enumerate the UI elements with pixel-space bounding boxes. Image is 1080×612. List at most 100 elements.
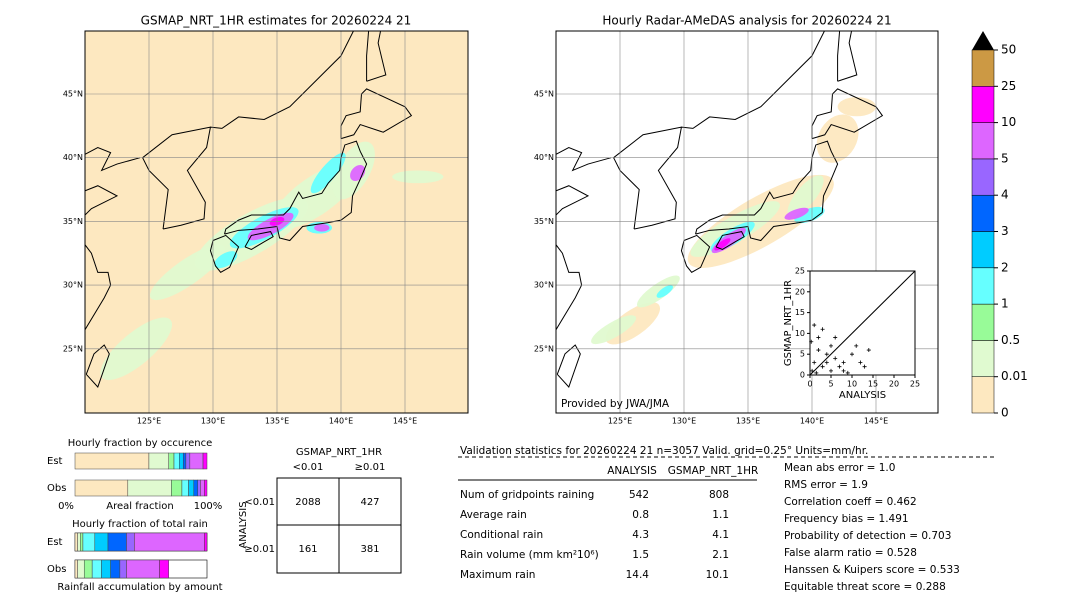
lat-label: 30°N [63,281,83,290]
coastline [366,31,387,82]
table-cell: 381 [360,544,379,555]
score: Mean abs error = 1.0 [784,462,895,474]
scatter-xlabel: ANALYSIS [839,390,886,401]
bar-segment [182,452,187,470]
lon-label: 130°E [201,417,225,426]
scatter-point [833,335,838,340]
colorbar-label: 0 [1001,406,1009,420]
bar-segment [197,479,201,497]
coastline [340,88,413,140]
score: Probability of detection = 0.703 [784,530,951,542]
coastline [141,126,212,230]
table-cell: 2088 [295,497,320,508]
colorbar-bin [971,340,995,377]
bar-segment [204,532,208,552]
colorbar-bin [971,194,995,232]
colorbar-label: 50 [1001,43,1016,57]
scatter-point [816,348,821,353]
x-tick-label: 15 [868,380,878,389]
coastline [244,231,274,250]
bar-segment [82,532,96,552]
bar-segment [74,559,78,579]
bar-segment [134,532,205,552]
occurrence-title: Hourly fraction by occurence [68,438,212,449]
scatter-point [833,356,838,361]
column-header: GSMAP_NRT_1HR [668,465,759,477]
lon-label: 130°E [672,417,696,426]
scatter-point [829,343,833,348]
stat-value: 10.1 [706,569,729,581]
colorbar-extension [972,31,994,50]
coastline [695,140,839,242]
scatter-point [854,343,859,348]
lat-label: 40°N [63,153,83,162]
lat-label: 45°N [63,90,83,99]
scatter-point [858,360,863,365]
rain-area [837,97,876,117]
colorbar-label: 0.5 [1001,333,1020,347]
bar-segment [159,559,169,579]
colorbar-label: 5 [1001,151,1009,165]
column-label: <0.01 [293,462,324,473]
rain-area [816,114,859,163]
y-tick-label: 5 [800,350,805,359]
bar-segment [91,559,102,579]
bar-segment [189,452,204,470]
scatter-point [824,360,829,365]
bar-segment [181,479,189,497]
colorbar-bin [971,49,995,87]
bar-segment [200,479,205,497]
stat-label: Num of gridpoints raining [460,489,594,501]
colorbar-label: 10 [1001,115,1016,129]
stat-label: Maximum rain [460,569,535,581]
coastline [209,234,240,274]
scatter-point [841,360,846,365]
colorbar-label: 2 [1001,260,1009,274]
total-footer: Rainfall accumulation by amount [57,582,222,593]
stat-label: Conditional rain [460,529,543,541]
coastline [224,140,368,242]
rain-area [787,175,824,217]
coastline [556,344,581,388]
lon-label: 145°E [864,417,888,426]
colorbar-bin [971,376,995,414]
coastline [612,126,683,230]
coastline [85,146,141,331]
stat-value: 1.5 [632,549,649,561]
rain-area [591,315,637,345]
stat-value: 0.8 [632,509,649,521]
row-label: Est [47,456,63,467]
y-tick-label: 10 [795,329,805,338]
colorbar-label: 3 [1001,224,1009,238]
bar-segment [173,452,180,470]
bar-segment [119,559,127,579]
stat-value: 14.4 [626,569,650,581]
bar-segment [127,479,172,497]
row-label: <0.01 [244,497,275,508]
lat-label: 30°N [534,281,554,290]
row-label: Obs [47,564,66,575]
scatter-point [814,370,819,375]
scatter-point [810,368,815,373]
bar-segment [204,479,208,497]
y-tick-label: 20 [795,287,805,296]
scatter-point [820,327,825,332]
contingency-title: GSMAP_NRT_1HR [296,447,382,458]
scatter-point [812,323,817,328]
stat-value: 4.3 [632,529,649,541]
lon-label: 145°E [393,417,417,426]
colorbar-bin [971,158,995,196]
bar-segment [83,559,93,579]
stat-label: Rain volume (mm km²10⁶) [460,549,599,561]
x-tick-label: 5 [828,380,833,389]
rain-area [149,244,225,301]
row-label: ≥0.01 [244,544,275,555]
coastline [837,31,858,82]
x-tick-label: 25 [910,380,920,389]
x-tick-label: 10 [847,380,857,389]
score: Hanssen & Kuipers score = 0.533 [784,564,960,576]
lon-label: 135°E [265,417,289,426]
scatter-point [845,370,850,375]
coastline [680,234,711,274]
bar-segment [126,532,135,552]
